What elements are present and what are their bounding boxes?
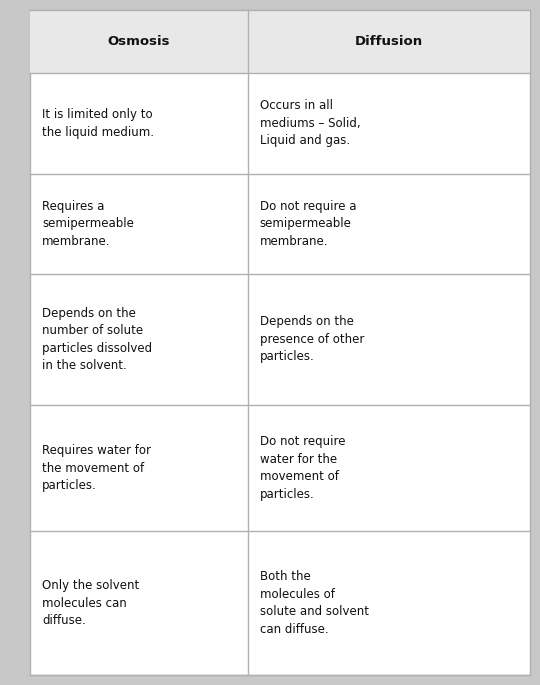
Text: Both the
molecules of
solute and solvent
can diffuse.: Both the molecules of solute and solvent… bbox=[260, 570, 368, 636]
Bar bbox=[30, 10, 530, 73]
Text: Diffusion: Diffusion bbox=[355, 35, 423, 48]
Text: It is limited only to
the liquid medium.: It is limited only to the liquid medium. bbox=[42, 108, 154, 139]
Text: Do not require a
semipermeable
membrane.: Do not require a semipermeable membrane. bbox=[260, 199, 356, 247]
Text: Depends on the
number of solute
particles dissolved
in the solvent.: Depends on the number of solute particle… bbox=[42, 307, 152, 372]
Text: Requires water for
the movement of
particles.: Requires water for the movement of parti… bbox=[42, 444, 151, 493]
Text: Requires a
semipermeable
membrane.: Requires a semipermeable membrane. bbox=[42, 199, 134, 247]
Text: Do not require
water for the
movement of
particles.: Do not require water for the movement of… bbox=[260, 436, 345, 501]
Text: Osmosis: Osmosis bbox=[107, 35, 170, 48]
Text: Only the solvent
molecules can
diffuse.: Only the solvent molecules can diffuse. bbox=[42, 579, 139, 627]
Text: Depends on the
presence of other
particles.: Depends on the presence of other particl… bbox=[260, 316, 364, 364]
Text: Occurs in all
mediums – Solid,
Liquid and gas.: Occurs in all mediums – Solid, Liquid an… bbox=[260, 99, 360, 147]
